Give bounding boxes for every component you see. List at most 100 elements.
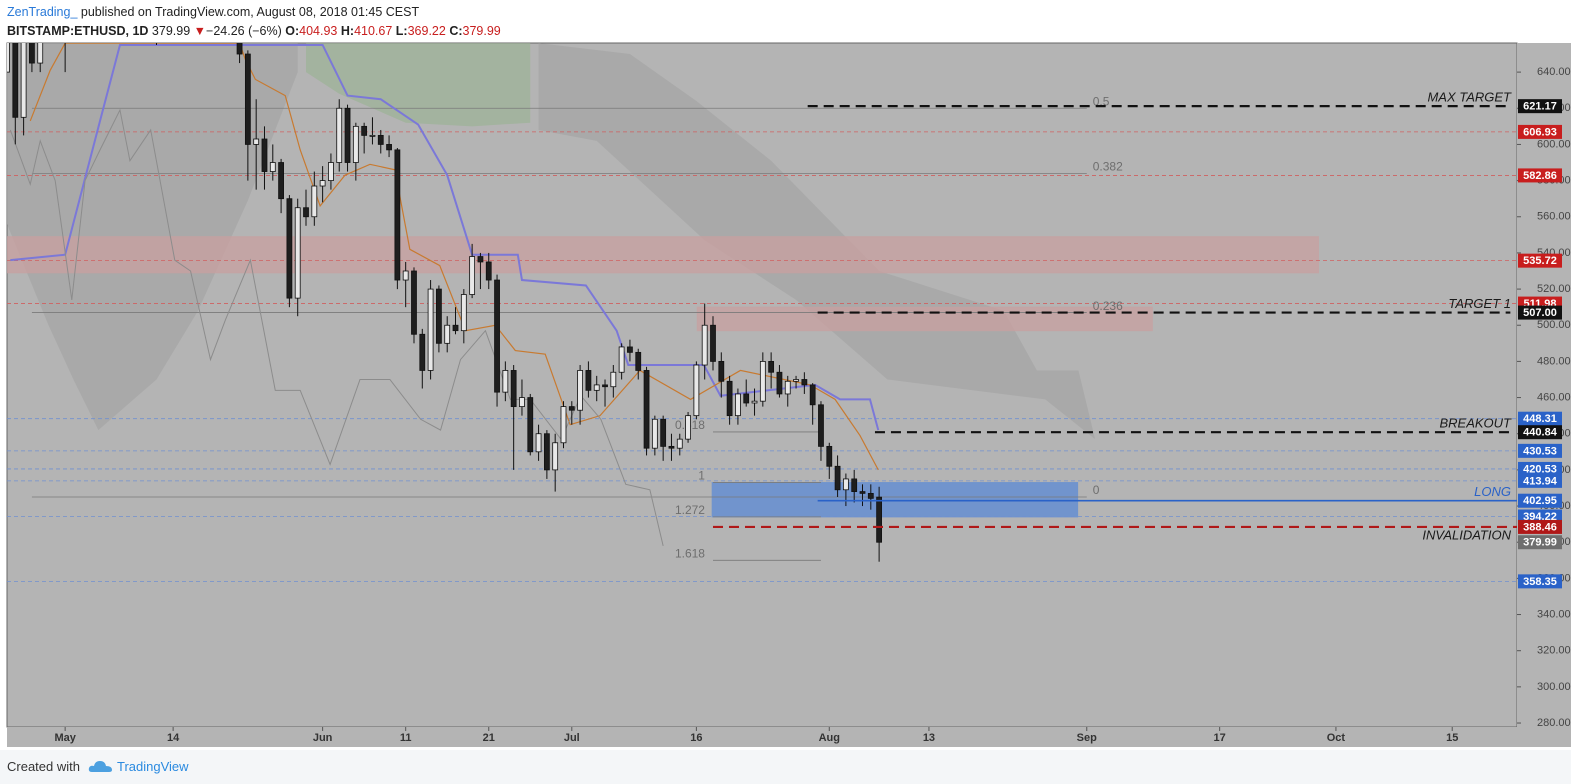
candle-body: [793, 379, 799, 382]
candle-body: [278, 162, 284, 200]
candle-body: [427, 288, 434, 371]
candle-body: [726, 380, 733, 417]
candle-body: [710, 324, 716, 362]
candle-body: [776, 371, 783, 395]
candle-body: [494, 279, 500, 393]
y-tick-label: 500.00: [1537, 319, 1571, 331]
candle-body: [527, 397, 534, 453]
fib-label: 1: [698, 469, 705, 483]
x-tick-label: 11: [400, 732, 412, 744]
candle-body: [851, 478, 858, 492]
candle-body: [269, 162, 276, 172]
candle-body: [63, 14, 68, 18]
candle-body: [552, 442, 559, 471]
y-tick-label: 480.00: [1537, 355, 1571, 367]
candle-body: [352, 125, 359, 163]
candle-body: [685, 415, 691, 440]
change: −24.26 (−6%): [206, 24, 282, 38]
candle-body: [668, 445, 675, 449]
x-tick-label: 15: [1446, 732, 1458, 744]
level-annotation: INVALIDATION: [1422, 527, 1511, 542]
price-box: [1518, 535, 1562, 550]
candle-body: [452, 324, 459, 332]
candle-body: [286, 198, 293, 299]
candle-body: [386, 144, 392, 151]
created-with: Created with: [7, 759, 80, 774]
candle-body: [859, 491, 866, 494]
level-annotation: TARGET 1: [1448, 296, 1511, 311]
symbol-line: BITSTAMP:ETHUSD, 1D 379.99 ▼−24.26 (−6%)…: [7, 22, 501, 41]
price-box: [1518, 473, 1562, 488]
candle-body: [585, 370, 592, 391]
x-tick-label: 16: [690, 732, 702, 744]
candle-body: [460, 294, 467, 332]
candle-body: [635, 351, 642, 371]
candle-body: [444, 324, 451, 344]
candle-body: [676, 438, 683, 449]
candle-body: [411, 270, 417, 335]
price-zone: [7, 236, 1319, 274]
candle-body: [842, 478, 849, 491]
candle-body: [71, 0, 76, 14]
price-box: [1518, 124, 1562, 139]
candle-body: [867, 492, 874, 499]
candle-body: [834, 465, 841, 491]
candle-body: [784, 380, 791, 395]
open: 404.93: [299, 24, 338, 38]
price-zone: [696, 306, 1153, 332]
candle-body: [801, 379, 808, 386]
candle-body: [469, 256, 476, 295]
high: 410.67: [354, 24, 393, 38]
x-tick-label: Oct: [1327, 732, 1346, 744]
x-tick-label: May: [54, 732, 76, 744]
author-link[interactable]: ZenTrading_: [7, 5, 78, 19]
candle-body: [593, 384, 600, 391]
fib-label: 0: [1093, 483, 1100, 497]
candle-body: [336, 107, 343, 163]
candle-body: [303, 207, 309, 218]
price-box-label: 430.53: [1523, 445, 1557, 457]
candle-body: [577, 370, 583, 411]
y-tick-label: 300.00: [1537, 681, 1571, 693]
candle-body: [37, 43, 44, 64]
candle-body: [244, 53, 251, 145]
brand-link[interactable]: TradingView: [117, 759, 189, 774]
candle-body: [402, 270, 409, 281]
footer: Created with TradingView: [0, 750, 1571, 784]
candle-body: [377, 134, 384, 145]
candle-body: [236, 43, 243, 55]
candle-body: [485, 261, 492, 281]
price-box-label: 606.93: [1523, 126, 1557, 138]
candle-body: [261, 138, 268, 172]
price-box: [1518, 253, 1562, 268]
x-tick-label: Aug: [819, 732, 840, 744]
price-box-label: 440.84: [1523, 427, 1558, 439]
candle-body: [394, 149, 401, 281]
candle-body: [328, 162, 334, 181]
candle-body: [204, 0, 209, 21]
price-box-label: 413.94: [1523, 475, 1558, 487]
close-label: C:: [449, 24, 463, 38]
down-arrow: ▼: [193, 24, 207, 38]
fib-label: 0.5: [1093, 94, 1110, 108]
candle-body: [543, 433, 550, 471]
publish-info: published on TradingView.com, August 08,…: [80, 5, 420, 19]
x-tick-label: 17: [1214, 732, 1226, 744]
candle-body: [535, 433, 542, 453]
last-price: 379.99: [151, 24, 191, 38]
price-box: [1518, 493, 1562, 508]
candle-body: [826, 445, 833, 467]
fib-label: 1.272: [675, 503, 705, 517]
candle-body: [319, 180, 326, 187]
price-box: [1518, 425, 1562, 440]
y-tick-label: 280.00: [1537, 717, 1571, 729]
price-box-label: 448.31: [1523, 413, 1557, 425]
price-box: [1518, 519, 1562, 534]
high-label: H:: [340, 24, 355, 38]
candle-body: [701, 324, 708, 366]
price-box: [1518, 168, 1562, 183]
candle-body: [809, 384, 816, 406]
